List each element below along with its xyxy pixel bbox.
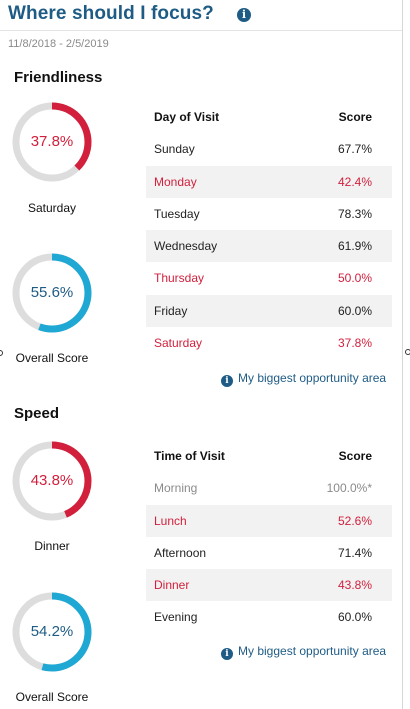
speed-overall-label: Overall Score <box>15 690 89 704</box>
row-score: 78.3% <box>337 206 372 221</box>
info-circle-icon[interactable]: i <box>237 8 251 22</box>
section-title-friendliness: Friendliness <box>14 69 103 86</box>
friendliness-overall-value: 55.6% <box>30 284 74 301</box>
row-score: 61.9% <box>337 239 372 254</box>
resize-handle-left[interactable] <box>0 350 3 356</box>
row-score: 37.8% <box>337 336 372 351</box>
ring-progress-arc <box>12 592 92 672</box>
row-score: 50.0% <box>337 271 372 286</box>
ring-progress-arc <box>12 253 92 333</box>
row-score: 42.4% <box>337 174 372 189</box>
friendliness-worst-ring: 37.8% <box>10 100 94 184</box>
table-row: Monday 42.4% <box>146 165 392 198</box>
row-score: 43.8% <box>337 578 372 593</box>
ring-progress-arc <box>12 102 92 182</box>
row-score: 60.0% <box>337 303 372 318</box>
date-range: 11/8/2018 - 2/5/2019 <box>8 38 109 50</box>
friendliness-worst-value: 37.8% <box>30 133 74 150</box>
table-row: Friday 60.0% <box>146 294 392 328</box>
friendliness-overall-ring: 55.6% <box>10 251 94 335</box>
friendliness-opportunity-link[interactable]: i My biggest opportunity area <box>221 371 386 387</box>
row-label: Evening <box>154 610 198 625</box>
section-title-speed: Speed <box>14 405 60 422</box>
friendliness-worst-label: Saturday <box>27 201 77 215</box>
friendliness-overall-ring-chart <box>12 253 92 333</box>
speed-opportunity-link[interactable]: i My biggest opportunity area <box>221 644 386 660</box>
row-label: Morning <box>154 481 198 496</box>
speed-worst-label: Dinner <box>34 539 70 553</box>
speed-overall-ring-chart <box>12 592 92 672</box>
table-row: Dinner 43.8% <box>146 569 392 602</box>
row-score: 60.0% <box>337 610 372 625</box>
info-circle-icon: i <box>221 375 233 387</box>
row-score: 67.7% <box>337 142 372 157</box>
table-header-score: Score <box>338 110 372 124</box>
speed-worst-ring-chart <box>12 441 92 521</box>
row-label: Wednesday <box>154 239 218 254</box>
friendliness-overall-label: Overall Score <box>15 351 89 365</box>
ring-progress-arc <box>12 441 92 521</box>
speed-overall-value: 54.2% <box>30 623 74 640</box>
widget-header: Where should I focus? i <box>0 0 402 31</box>
table-row: Wednesday 61.9% <box>146 230 392 263</box>
table-row: Thursday 50.0% <box>146 262 392 294</box>
friendliness-table: Day of Visit Score Sunday 67.7% Monday 42.4… <box>146 101 392 359</box>
table-row: Evening 60.0% <box>146 601 392 633</box>
widget-title: Where should I focus? <box>8 3 214 24</box>
row-label: Friday <box>154 303 188 318</box>
row-label: Dinner <box>154 578 190 593</box>
speed-worst-ring: 43.8% <box>10 439 94 523</box>
row-label: Afternoon <box>154 545 207 560</box>
table-header-day: Day of Visit <box>154 110 220 124</box>
table-row: Sunday 67.7% <box>146 133 392 165</box>
row-label: Saturday <box>154 336 203 351</box>
speed-worst-value: 43.8% <box>30 472 74 489</box>
row-label: Sunday <box>154 142 195 157</box>
friendliness-opportunity-link-text[interactable]: My biggest opportunity area <box>238 371 387 385</box>
panel-border <box>402 0 403 709</box>
row-label: Monday <box>154 174 197 189</box>
resize-handle-right[interactable] <box>405 349 410 355</box>
row-label: Lunch <box>154 513 187 528</box>
row-score: 52.6% <box>337 513 372 528</box>
row-score: 100.0%* <box>326 481 372 496</box>
row-label: Tuesday <box>154 206 200 221</box>
table-header-row: Day of Visit Score <box>146 101 392 133</box>
friendliness-worst-ring-chart <box>12 102 92 182</box>
speed-opportunity-link-text[interactable]: My biggest opportunity area <box>238 644 387 658</box>
table-header-time: Time of Visit <box>154 449 225 463</box>
table-row: Tuesday 78.3% <box>146 198 392 230</box>
table-row: Morning 100.0%* <box>146 472 392 504</box>
table-header-row: Time of Visit Score <box>146 440 392 472</box>
row-score: 71.4% <box>337 545 372 560</box>
speed-overall-ring: 54.2% <box>10 590 94 674</box>
table-header-score: Score <box>338 449 372 463</box>
info-circle-icon: i <box>221 648 233 660</box>
table-row: Saturday 37.8% <box>146 327 392 359</box>
table-row: Afternoon 71.4% <box>146 537 392 569</box>
row-label: Thursday <box>154 271 205 286</box>
speed-table: Time of Visit Score Morning 100.0%* Lunch 5… <box>146 440 392 634</box>
table-row: Lunch 52.6% <box>146 504 392 537</box>
